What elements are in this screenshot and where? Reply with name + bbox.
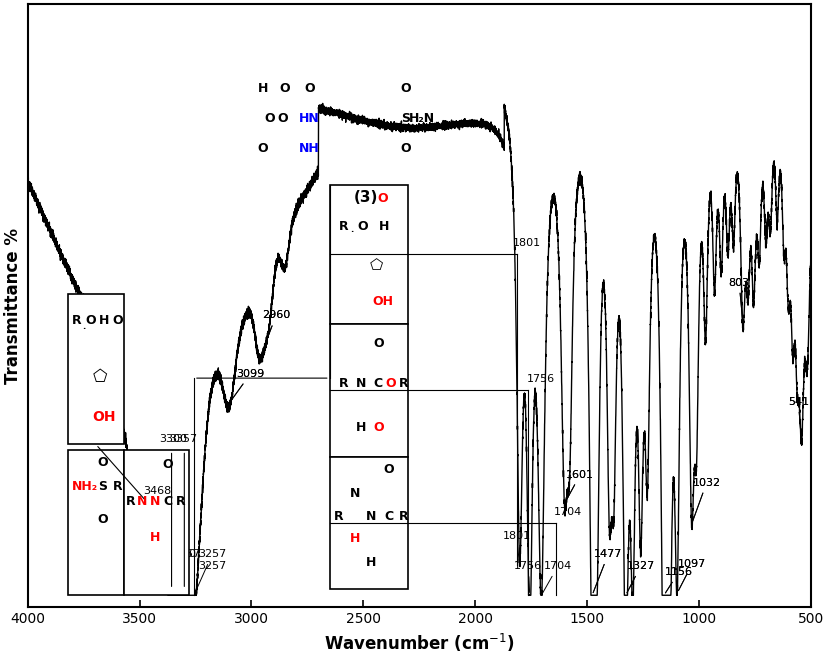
Text: 3257: 3257 <box>198 561 226 571</box>
Text: N: N <box>366 510 376 522</box>
Text: 3257: 3257 <box>195 549 226 593</box>
Text: 1032: 1032 <box>691 478 719 521</box>
Text: 1601: 1601 <box>565 470 594 501</box>
Text: 1032: 1032 <box>691 478 719 521</box>
Y-axis label: Transmittance %: Transmittance % <box>4 228 22 384</box>
Text: O: O <box>264 113 275 125</box>
Text: 1327: 1327 <box>626 561 654 593</box>
Text: R: R <box>399 510 409 522</box>
Text: H: H <box>349 532 360 545</box>
Text: O: O <box>280 82 290 95</box>
Text: 1477: 1477 <box>592 549 622 593</box>
X-axis label: Wavenumber (cm$^{-1}$): Wavenumber (cm$^{-1}$) <box>323 632 514 654</box>
Text: O: O <box>372 421 383 434</box>
Text: NH: NH <box>299 142 319 155</box>
Text: OH: OH <box>372 295 393 308</box>
Text: NH₂: NH₂ <box>72 480 98 494</box>
Text: R: R <box>126 495 135 508</box>
Text: O: O <box>98 513 108 526</box>
Text: N: N <box>356 377 366 390</box>
Text: N: N <box>150 495 160 508</box>
Text: 3099: 3099 <box>231 369 264 401</box>
Text: 541: 541 <box>786 397 808 440</box>
Text: H: H <box>366 556 376 569</box>
Text: O: O <box>372 338 383 350</box>
Text: R: R <box>112 480 122 494</box>
Text: ⬠: ⬠ <box>370 258 383 273</box>
Text: N: N <box>136 495 147 508</box>
Text: OH: OH <box>93 411 116 424</box>
Text: O: O <box>383 463 394 476</box>
Text: 1756: 1756 <box>526 374 554 384</box>
Text: O: O <box>357 220 367 233</box>
Text: R: R <box>338 377 348 390</box>
Text: 1097: 1097 <box>677 559 705 591</box>
Text: C: C <box>373 377 382 390</box>
Text: ⬠: ⬠ <box>93 368 108 386</box>
Text: H: H <box>356 421 366 434</box>
Text: 803: 803 <box>728 278 748 321</box>
Text: H: H <box>379 220 390 233</box>
Text: 1477: 1477 <box>592 549 622 593</box>
Text: HN: HN <box>299 113 319 125</box>
Text: O: O <box>400 142 411 155</box>
Text: 3300: 3300 <box>168 549 196 592</box>
Text: 541: 541 <box>786 397 808 440</box>
Text: 2960: 2960 <box>261 311 289 354</box>
Text: O: O <box>85 315 96 327</box>
Text: S: S <box>401 113 410 125</box>
Text: 2960: 2960 <box>261 311 289 354</box>
Text: 1097: 1097 <box>677 559 705 591</box>
Text: O: O <box>257 142 268 155</box>
Text: 1156: 1156 <box>664 567 692 593</box>
Text: 803: 803 <box>728 278 748 321</box>
Text: 3468: 3468 <box>143 486 171 495</box>
Bar <box>68 293 124 444</box>
Text: O: O <box>277 113 288 125</box>
Text: H: H <box>150 531 160 544</box>
Text: R: R <box>334 510 343 522</box>
Text: .: . <box>350 225 353 234</box>
Text: O: O <box>400 82 411 95</box>
Text: O: O <box>385 377 395 390</box>
Bar <box>68 451 124 595</box>
Text: C: C <box>163 495 172 508</box>
Text: 1156: 1156 <box>664 567 692 593</box>
Text: O: O <box>163 459 173 472</box>
Text: 3357: 3357 <box>172 549 200 593</box>
Text: 1801: 1801 <box>513 238 541 249</box>
Bar <box>329 324 408 457</box>
Text: N: N <box>349 487 360 500</box>
Text: R: R <box>338 220 348 233</box>
Text: 1756: 1756 <box>514 561 542 592</box>
Text: S: S <box>98 480 107 494</box>
Text: H: H <box>99 315 109 327</box>
Text: (3): (3) <box>353 190 377 205</box>
Text: 3468: 3468 <box>143 455 171 511</box>
Text: 3099: 3099 <box>231 369 264 401</box>
Text: 1704: 1704 <box>542 561 571 593</box>
Text: O: O <box>304 82 314 95</box>
Text: O: O <box>98 455 108 468</box>
Text: H: H <box>257 82 267 95</box>
Text: H₂N: H₂N <box>408 113 434 125</box>
Text: O: O <box>112 315 122 327</box>
Text: R: R <box>71 315 81 327</box>
Text: R: R <box>399 377 409 390</box>
Text: 1601: 1601 <box>565 470 594 501</box>
Text: 1704: 1704 <box>552 507 581 517</box>
Text: R: R <box>176 495 185 508</box>
Text: 3300: 3300 <box>159 434 187 444</box>
Text: 1801: 1801 <box>502 531 530 563</box>
Bar <box>329 185 408 324</box>
Text: 1327: 1327 <box>626 561 654 593</box>
Text: 3357: 3357 <box>169 434 197 444</box>
Bar <box>124 451 189 595</box>
Text: O: O <box>377 193 388 205</box>
Bar <box>329 457 408 589</box>
Text: .: . <box>82 322 85 332</box>
Text: C: C <box>384 510 393 522</box>
